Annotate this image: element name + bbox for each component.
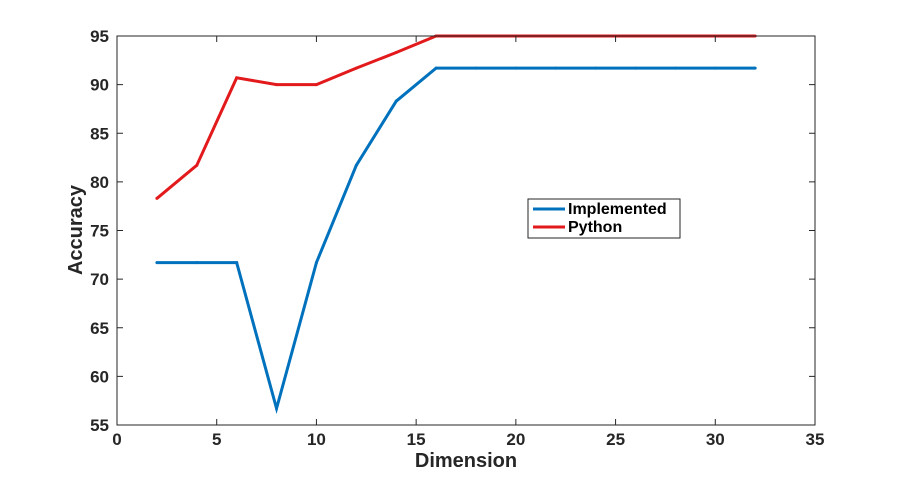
y-axis-ticks: 55 60 65 70 75 80 85 90 95	[90, 27, 815, 435]
legend-label-implemented: Implemented	[568, 201, 667, 218]
data-point-implemented	[195, 261, 199, 265]
data-point-implemented	[634, 66, 638, 70]
x-axis-title: Dimension	[415, 450, 517, 472]
legend: Implemented Python	[527, 198, 681, 239]
legend-label-python: Python	[568, 219, 622, 236]
y-tick-label: 95	[90, 27, 109, 46]
data-point-python	[314, 83, 318, 87]
data-point-implemented	[594, 66, 598, 70]
data-point-implemented	[474, 66, 478, 70]
data-point-python	[354, 66, 358, 70]
x-tick-label: 10	[307, 430, 326, 449]
data-point-implemented	[434, 66, 438, 70]
y-tick-label: 70	[90, 270, 109, 289]
data-point-implemented	[394, 99, 398, 103]
data-point-python	[394, 51, 398, 55]
x-tick-label: 0	[112, 430, 121, 449]
y-tick-label: 80	[90, 173, 109, 192]
legend-box	[527, 198, 681, 239]
y-tick-label: 60	[90, 367, 109, 386]
data-point-implemented	[753, 66, 757, 70]
data-point-implemented	[235, 261, 239, 265]
data-point-implemented	[314, 261, 318, 265]
data-point-implemented	[354, 163, 358, 167]
x-tick-label: 15	[407, 430, 426, 449]
x-axis-ticks: 0 5 10 15 20 25 30 35	[112, 36, 824, 449]
data-point-implemented	[514, 66, 518, 70]
y-axis-title: Accuracy	[65, 184, 87, 275]
data-point-python	[275, 83, 279, 87]
data-point-implemented	[155, 261, 159, 265]
y-tick-label: 55	[90, 416, 109, 435]
y-tick-label: 90	[90, 76, 109, 95]
data-point-python	[195, 163, 199, 167]
x-tick-label: 5	[212, 430, 221, 449]
series-line-implemented	[156, 66, 756, 415]
y-tick-label: 65	[90, 319, 109, 338]
x-tick-label: 30	[706, 430, 725, 449]
data-point-python	[155, 196, 159, 200]
x-tick-label: 25	[606, 430, 625, 449]
x-tick-label: 20	[506, 430, 525, 449]
data-point-python	[235, 76, 239, 80]
x-tick-label: 35	[806, 430, 825, 449]
y-tick-label: 85	[90, 124, 109, 143]
data-point-implemented	[713, 66, 717, 70]
plot-area-background	[117, 36, 815, 425]
y-tick-label: 75	[90, 222, 109, 241]
data-point-implemented	[275, 406, 279, 410]
data-point-implemented	[554, 66, 558, 70]
data-point-implemented	[673, 66, 677, 70]
